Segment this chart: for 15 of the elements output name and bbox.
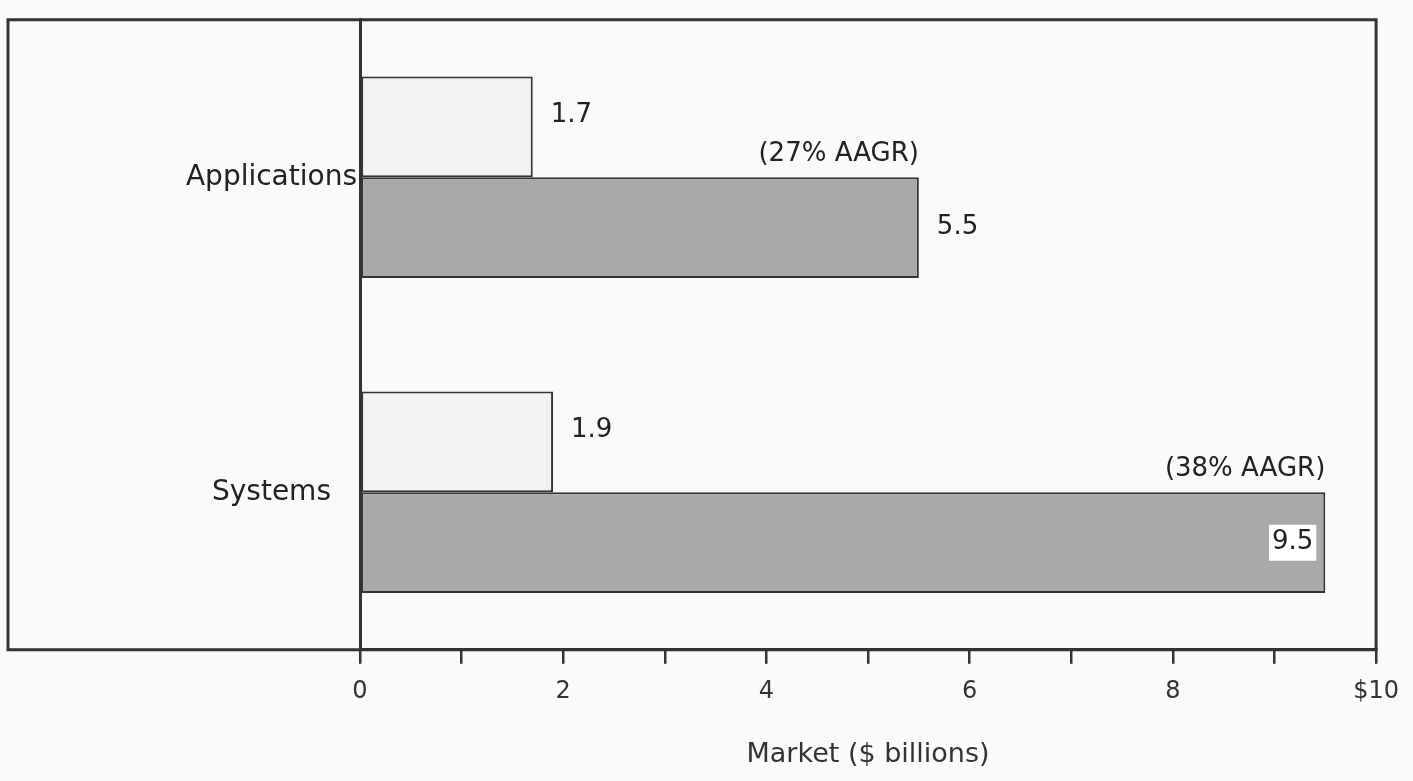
data-label: 1.7 — [550, 97, 593, 128]
y-tick-label: Systems — [211, 473, 331, 507]
x-axis-title: Market ($ billions) — [746, 736, 990, 768]
annotation: (27% AAGR) — [758, 137, 919, 168]
data-label: 1.9 — [571, 412, 613, 443]
x-tick-label: 0 — [352, 676, 368, 705]
x-tick-label: 6 — [962, 676, 978, 705]
data-label: 9.5 — [1271, 525, 1314, 556]
y-tick-label: Applications — [185, 158, 358, 192]
annotation: (38% AAGR) — [1164, 452, 1326, 483]
x-tick-label: $10 — [1353, 676, 1399, 705]
x-tick-label: 2 — [555, 676, 571, 705]
x-tick-label: 8 — [1165, 676, 1181, 705]
x-tick-label: 4 — [758, 676, 775, 705]
data-label: 5.5 — [936, 210, 979, 241]
